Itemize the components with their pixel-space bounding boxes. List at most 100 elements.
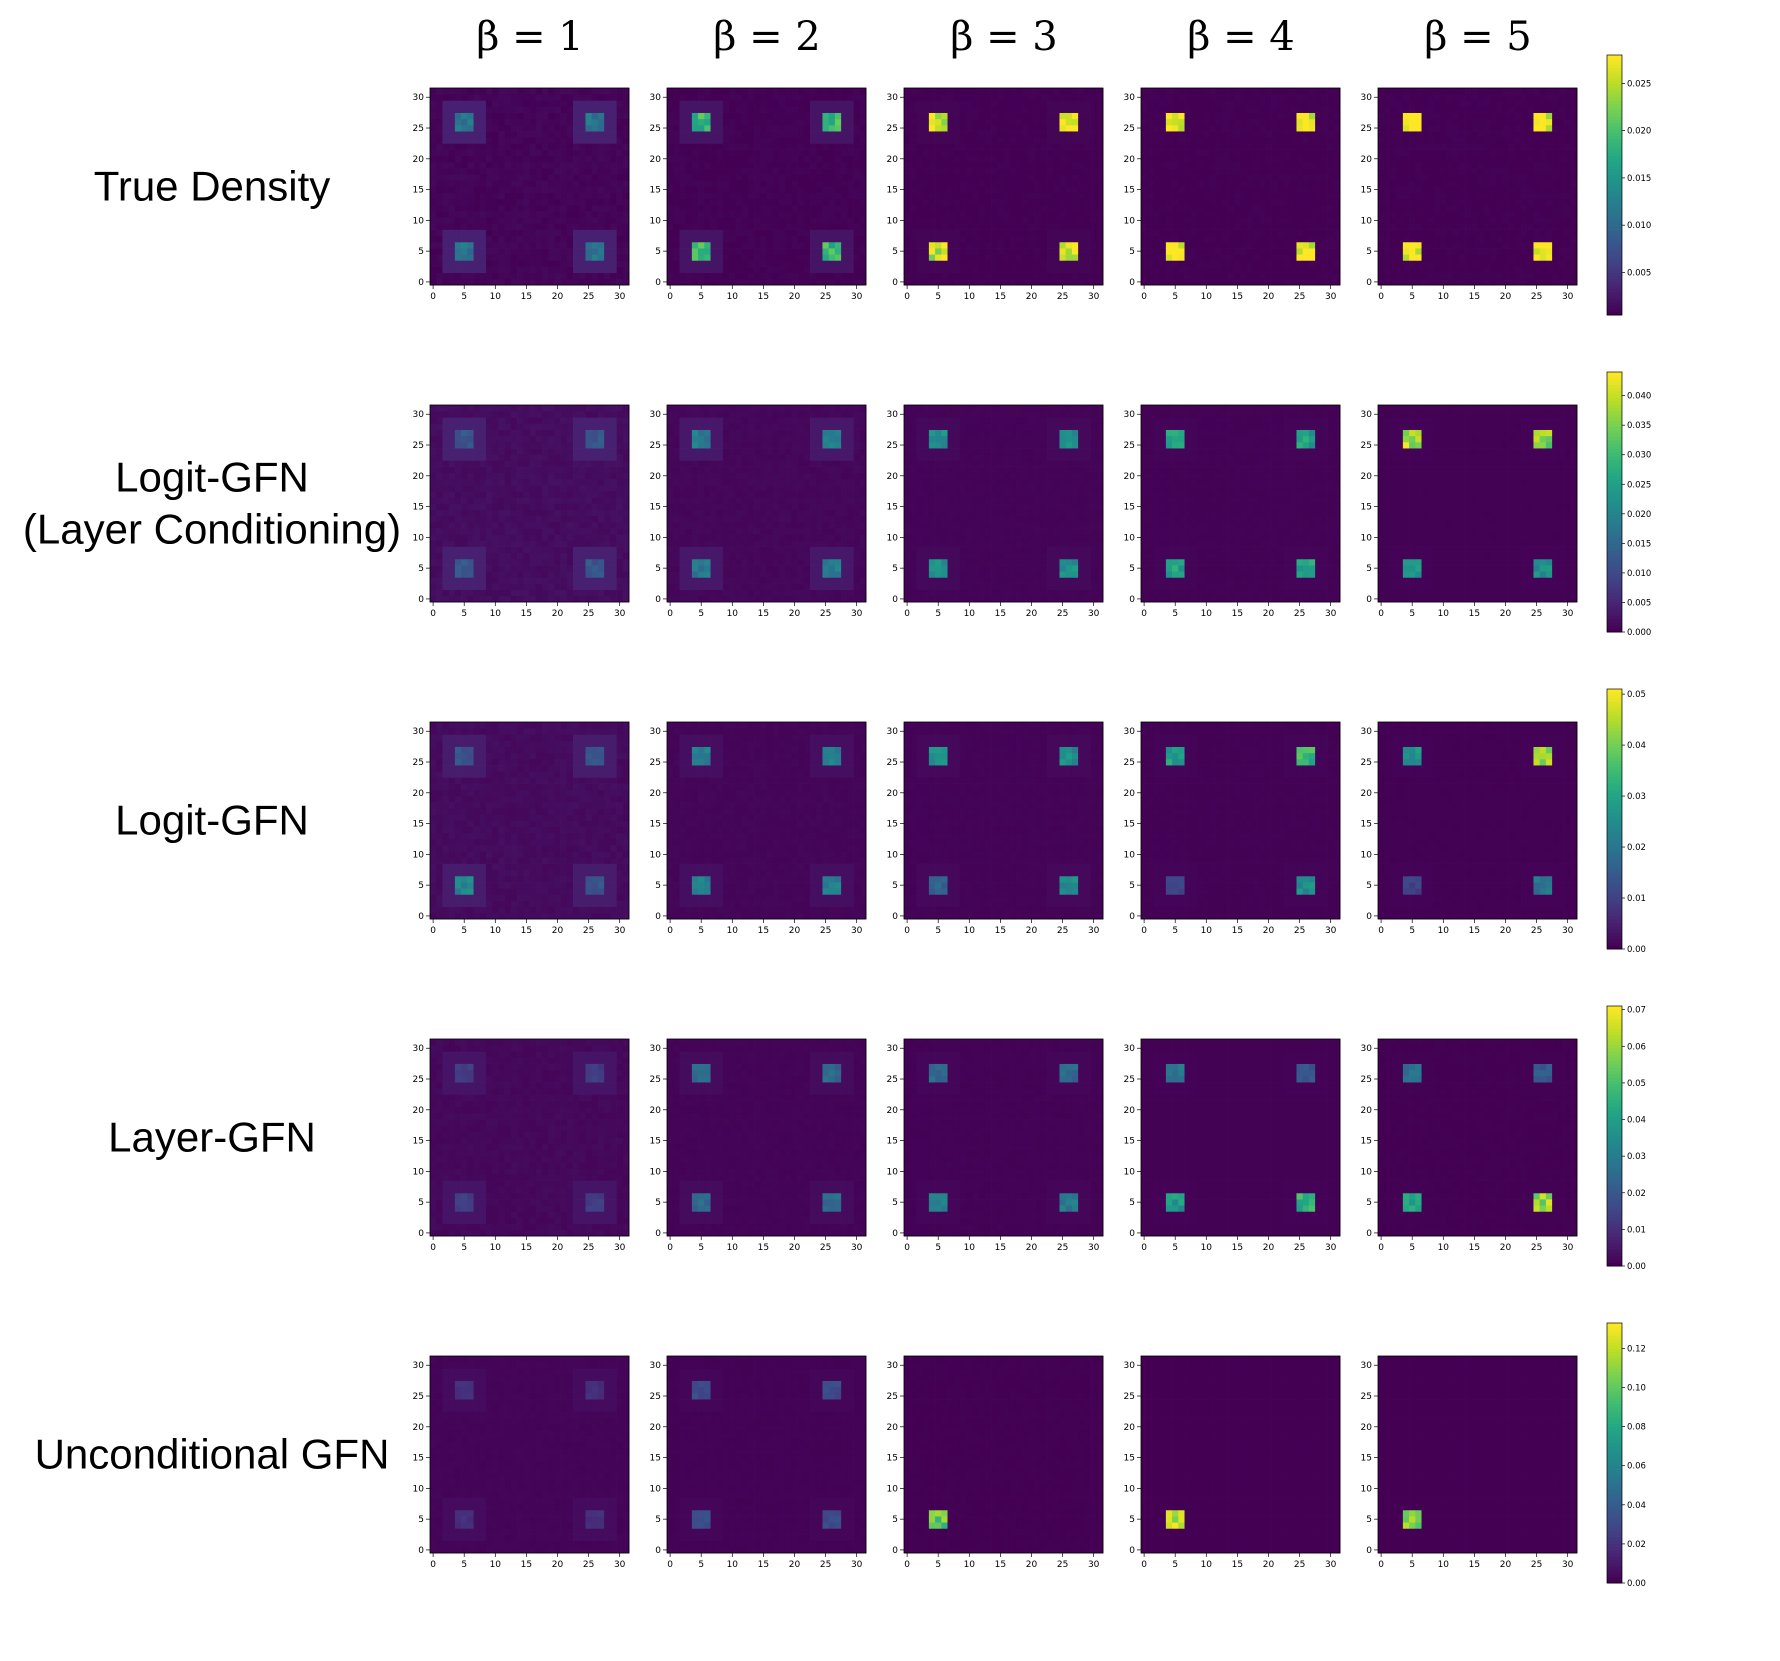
row-label-3: Layer-GFN [108, 1114, 316, 1161]
heatmap-cell [1328, 236, 1335, 243]
heatmap-cell [1172, 242, 1179, 249]
heatmap-cell [1453, 113, 1460, 120]
heatmap-cell [436, 162, 443, 169]
heatmap-cell [436, 242, 443, 249]
heatmap-cell [847, 100, 854, 107]
heatmap-cell [991, 100, 998, 107]
heatmap-cell [1066, 137, 1073, 144]
heatmap-cell [1415, 113, 1422, 120]
heatmap-cell [1290, 88, 1297, 95]
heatmap-cell [960, 113, 967, 120]
heatmap-cell [1390, 267, 1397, 274]
heatmap-cell [929, 131, 936, 138]
heatmap-cell [1209, 94, 1216, 101]
heatmap-cell [1378, 100, 1385, 107]
heatmap-cell [592, 217, 599, 224]
heatmap-cell [1334, 279, 1341, 286]
heatmap-cell [1028, 143, 1035, 150]
heatmap-cell [1265, 254, 1272, 261]
heatmap-cell [941, 143, 948, 150]
heatmap-cell [573, 168, 580, 175]
heatmap-cell [598, 242, 605, 249]
heatmap-cell [1521, 174, 1528, 181]
heatmap-cell [1484, 150, 1491, 157]
heatmap-cell [798, 113, 805, 120]
heatmap-cell [723, 131, 730, 138]
heatmap-cell [804, 248, 811, 255]
heatmap-cell [1072, 242, 1079, 249]
heatmap-cell [1153, 168, 1160, 175]
heatmap-cell [972, 236, 979, 243]
heatmap-cell [810, 125, 817, 132]
heatmap-cell [785, 267, 792, 274]
heatmap-cell [748, 88, 755, 95]
heatmap-cell [1022, 187, 1029, 194]
heatmap-cell [1515, 236, 1522, 243]
heatmap-cell [916, 113, 923, 120]
heatmap-cell [1247, 279, 1254, 286]
heatmap-cell [1172, 199, 1179, 206]
heatmap-cell [1053, 236, 1060, 243]
heatmap-cell [1028, 187, 1035, 194]
heatmap-cell [1471, 211, 1478, 218]
heatmap-cell [1321, 106, 1328, 113]
heatmap-cell [442, 187, 449, 194]
heatmap-cell [436, 211, 443, 218]
heatmap-cell [455, 279, 462, 286]
heatmap-cell [1390, 137, 1397, 144]
heatmap-cell [598, 248, 605, 255]
heatmap-cell [835, 106, 842, 113]
heatmap-cell [910, 106, 917, 113]
heatmap-cell [841, 217, 848, 224]
heatmap-cell [530, 236, 537, 243]
heatmap-cell [1004, 211, 1011, 218]
heatmap-cell [1172, 236, 1179, 243]
heatmap-cell [1253, 131, 1260, 138]
heatmap-cell [579, 125, 586, 132]
heatmap-cell [816, 94, 823, 101]
heatmap-cell [511, 267, 518, 274]
heatmap-cell [1521, 267, 1528, 274]
heatmap-cell [810, 230, 817, 237]
heatmap-cell [1496, 279, 1503, 286]
heatmap-cell [1259, 106, 1266, 113]
heatmap-cell [1203, 223, 1210, 230]
heatmap-cell [1228, 279, 1235, 286]
heatmap-cell [617, 162, 624, 169]
heatmap-cell [1521, 125, 1528, 132]
heatmap-cell [1172, 260, 1179, 267]
heatmap-cell [1434, 156, 1441, 163]
heatmap-cell [1191, 230, 1198, 237]
heatmap-cell [723, 156, 730, 163]
heatmap-cell [536, 174, 543, 181]
heatmap-cell [960, 143, 967, 150]
heatmap-cell [742, 106, 749, 113]
heatmap-cell [785, 168, 792, 175]
heatmap-cell [1178, 242, 1185, 249]
heatmap-cell [1197, 162, 1204, 169]
heatmap-cell [735, 242, 742, 249]
heatmap-cell [579, 242, 586, 249]
heatmap-cell [779, 254, 786, 261]
heatmap-cell [1471, 125, 1478, 132]
heatmap-cell [1415, 211, 1422, 218]
heatmap-cell [1265, 236, 1272, 243]
heatmap-cell [561, 150, 568, 157]
heatmap-cell [816, 113, 823, 120]
heatmap-cell [1241, 88, 1248, 95]
heatmap-cell [536, 88, 543, 95]
heatmap-cell [474, 125, 481, 132]
heatmap-cell [1059, 125, 1066, 132]
heatmap-cell [829, 187, 836, 194]
heatmap-cell [1296, 223, 1303, 230]
heatmap-cell [449, 143, 456, 150]
heatmap-cell [436, 260, 443, 267]
x-tick-label: 25 [1294, 292, 1305, 302]
heatmap-cell [804, 125, 811, 132]
heatmap-cell [1178, 113, 1185, 120]
heatmap-cell [449, 94, 456, 101]
heatmap-cell [1446, 242, 1453, 249]
heatmap-cell [1004, 279, 1011, 286]
heatmap-cell [617, 242, 624, 249]
heatmap-cell [1397, 174, 1404, 181]
